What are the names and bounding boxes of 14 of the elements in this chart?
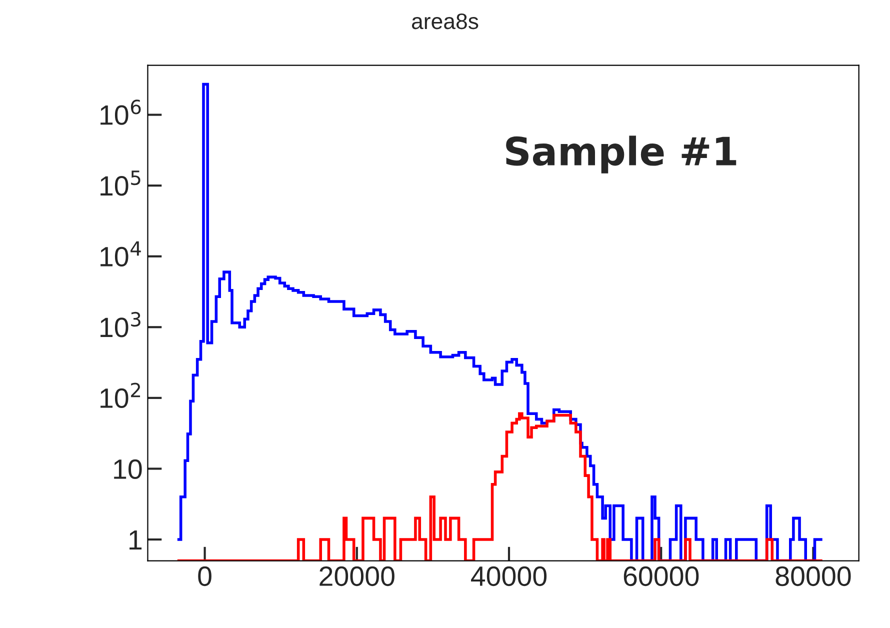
y-tick-label: 10	[114, 459, 142, 480]
y-tick-label: 10$^{4}$	[100, 241, 141, 267]
x-tick-label: 20000	[320, 566, 394, 586]
x-tick-label: 0	[198, 566, 212, 586]
y-tick-label: 10$^{5}$	[100, 170, 140, 196]
y-tick-label: 1	[130, 530, 142, 550]
x-tick-label: 60000	[624, 566, 699, 586]
x-tick-label: 40000	[471, 566, 547, 586]
annotation: Sample #1	[506, 136, 736, 174]
x-tick-label: 80000	[776, 566, 851, 586]
chart-title: area8s	[412, 13, 478, 30]
y-tick-label: 10$^{3}$	[100, 312, 140, 338]
y-tick-label: 10$^{2}$	[100, 382, 140, 408]
y-tick-label: 10$^{6}$	[100, 100, 141, 125]
